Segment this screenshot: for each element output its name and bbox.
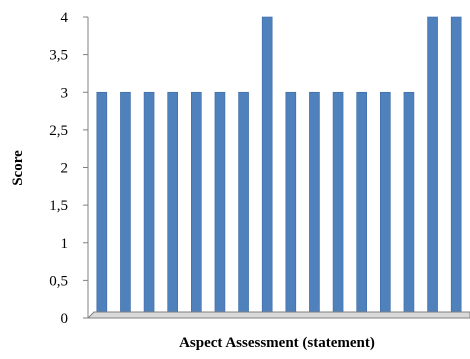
bar	[403, 91, 415, 313]
bar	[380, 91, 391, 313]
bar	[238, 91, 249, 313]
y-tick-label: 0	[61, 311, 69, 327]
y-tick-label: 4	[61, 10, 69, 26]
bar	[167, 91, 178, 313]
y-tick-label: 1,5	[49, 198, 68, 214]
y-tick-label: 1	[61, 236, 69, 252]
y-axis-title: Score	[10, 150, 26, 186]
bar	[309, 91, 320, 313]
bars-group	[96, 16, 462, 313]
y-tick-label: 3,5	[49, 48, 68, 64]
bar	[120, 91, 131, 313]
bar	[285, 91, 297, 313]
y-tick-label: 2	[61, 161, 69, 177]
bar	[450, 16, 462, 313]
bar	[261, 16, 273, 313]
x-axis-floor	[86, 311, 470, 319]
bar	[96, 91, 108, 313]
bar	[427, 16, 438, 313]
y-tick-labels: 0 0,5 1 1,5 2 2,5 3 3,5 4	[49, 10, 88, 327]
bar	[332, 91, 344, 313]
bar	[191, 91, 202, 313]
y-tick-label: 0,5	[49, 273, 68, 289]
bar	[214, 91, 226, 313]
y-tick-label: 2,5	[49, 123, 68, 139]
bar	[356, 91, 367, 313]
y-tick-label: 3	[61, 85, 69, 101]
x-axis-title: Aspect Assessment (statement)	[179, 335, 375, 351]
bar	[143, 91, 155, 313]
